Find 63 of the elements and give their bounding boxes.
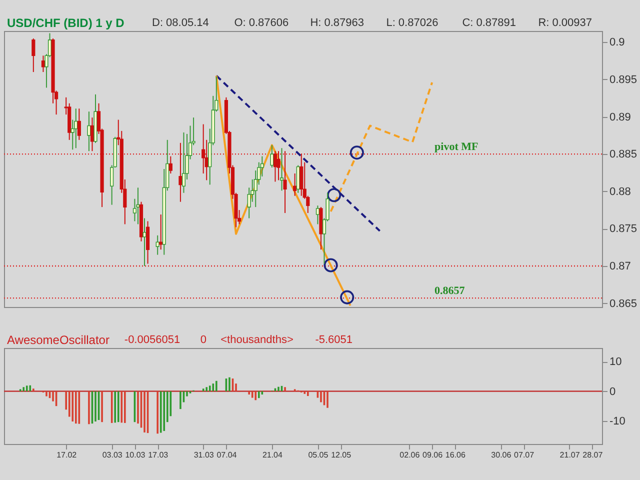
candlestick bbox=[270, 144, 274, 168]
x-tick-label: 12.05 bbox=[331, 450, 352, 460]
y-tick-label: 0.88 bbox=[610, 186, 631, 198]
point bbox=[327, 188, 342, 202]
y-tick-label: 0.89 bbox=[610, 111, 631, 124]
text: 0 bbox=[200, 334, 207, 346]
x-tick-label: 07.04 bbox=[216, 450, 238, 460]
ref-line-label: 0.8657 bbox=[434, 285, 466, 298]
y-tick-label: 0 bbox=[610, 386, 616, 398]
x-tick-label: 05.05 bbox=[308, 450, 329, 460]
x-tick-label: 31.03 bbox=[194, 450, 214, 460]
text: R: 0.00937 bbox=[538, 17, 592, 29]
candlestick bbox=[182, 132, 186, 194]
chart-title: USD/CHF (BID) 1 y D bbox=[7, 16, 125, 30]
text: <thousandths> bbox=[220, 334, 294, 346]
ref-line-label: pivot MF bbox=[434, 141, 479, 154]
x-tick-label: 07.07 bbox=[514, 450, 535, 460]
y-tick-label: -10 bbox=[610, 415, 626, 428]
point bbox=[350, 146, 364, 160]
y-tick-label: 0.885 bbox=[610, 148, 638, 161]
x-tick-label: 17.02 bbox=[56, 450, 78, 460]
text: O: 0.87606 bbox=[234, 17, 289, 29]
text: H: 0.87963 bbox=[310, 17, 364, 29]
y-tick-label: 0.87 bbox=[610, 260, 631, 272]
text: D: 08.05.14 bbox=[152, 17, 209, 29]
x-tick-label: 10.03 bbox=[125, 450, 146, 460]
x-tick-label: 30.06 bbox=[491, 450, 512, 460]
x-tick-label: 21.07 bbox=[560, 450, 580, 460]
point bbox=[340, 290, 354, 304]
candlestick bbox=[276, 150, 280, 181]
x-tick-label: 21.04 bbox=[262, 450, 284, 460]
candlestick bbox=[300, 154, 304, 196]
chart-title: AwesomeOscillator bbox=[7, 333, 110, 347]
line-series bbox=[330, 81, 434, 213]
candlestick bbox=[77, 108, 81, 140]
y-tick-label: 10 bbox=[610, 356, 622, 368]
candlestick bbox=[168, 156, 172, 174]
text: -5.6051 bbox=[315, 334, 353, 346]
x-tick-label: 02.06 bbox=[400, 450, 420, 460]
y-tick-label: 0.9 bbox=[610, 36, 625, 49]
candlestick bbox=[74, 108, 78, 149]
candlestick bbox=[156, 234, 160, 256]
y-tick-label: 0.875 bbox=[610, 223, 638, 236]
candlestick bbox=[32, 38, 36, 73]
y-tick-label: 0.865 bbox=[610, 298, 638, 310]
x-tick-label: 09.06 bbox=[422, 450, 444, 460]
candlestick bbox=[280, 148, 284, 192]
y-tick-label: 0.895 bbox=[610, 74, 638, 86]
candlestick bbox=[283, 150, 287, 214]
x-tick-label: 03.03 bbox=[102, 450, 123, 460]
line-series bbox=[215, 74, 352, 307]
candlestick bbox=[178, 142, 182, 202]
candlestick bbox=[87, 111, 91, 152]
text: L: 0.87026 bbox=[386, 17, 438, 29]
x-tick-label: 16.06 bbox=[445, 450, 466, 460]
x-tick-label: 28.07 bbox=[582, 450, 604, 460]
point bbox=[324, 258, 338, 272]
text: -0.0056051 bbox=[124, 334, 180, 346]
candlestick bbox=[273, 150, 278, 182]
candlestick bbox=[159, 214, 163, 250]
candlestick bbox=[293, 172, 297, 196]
x-tick-label: 17.03 bbox=[148, 450, 169, 460]
text: C: 0.87891 bbox=[462, 17, 516, 29]
